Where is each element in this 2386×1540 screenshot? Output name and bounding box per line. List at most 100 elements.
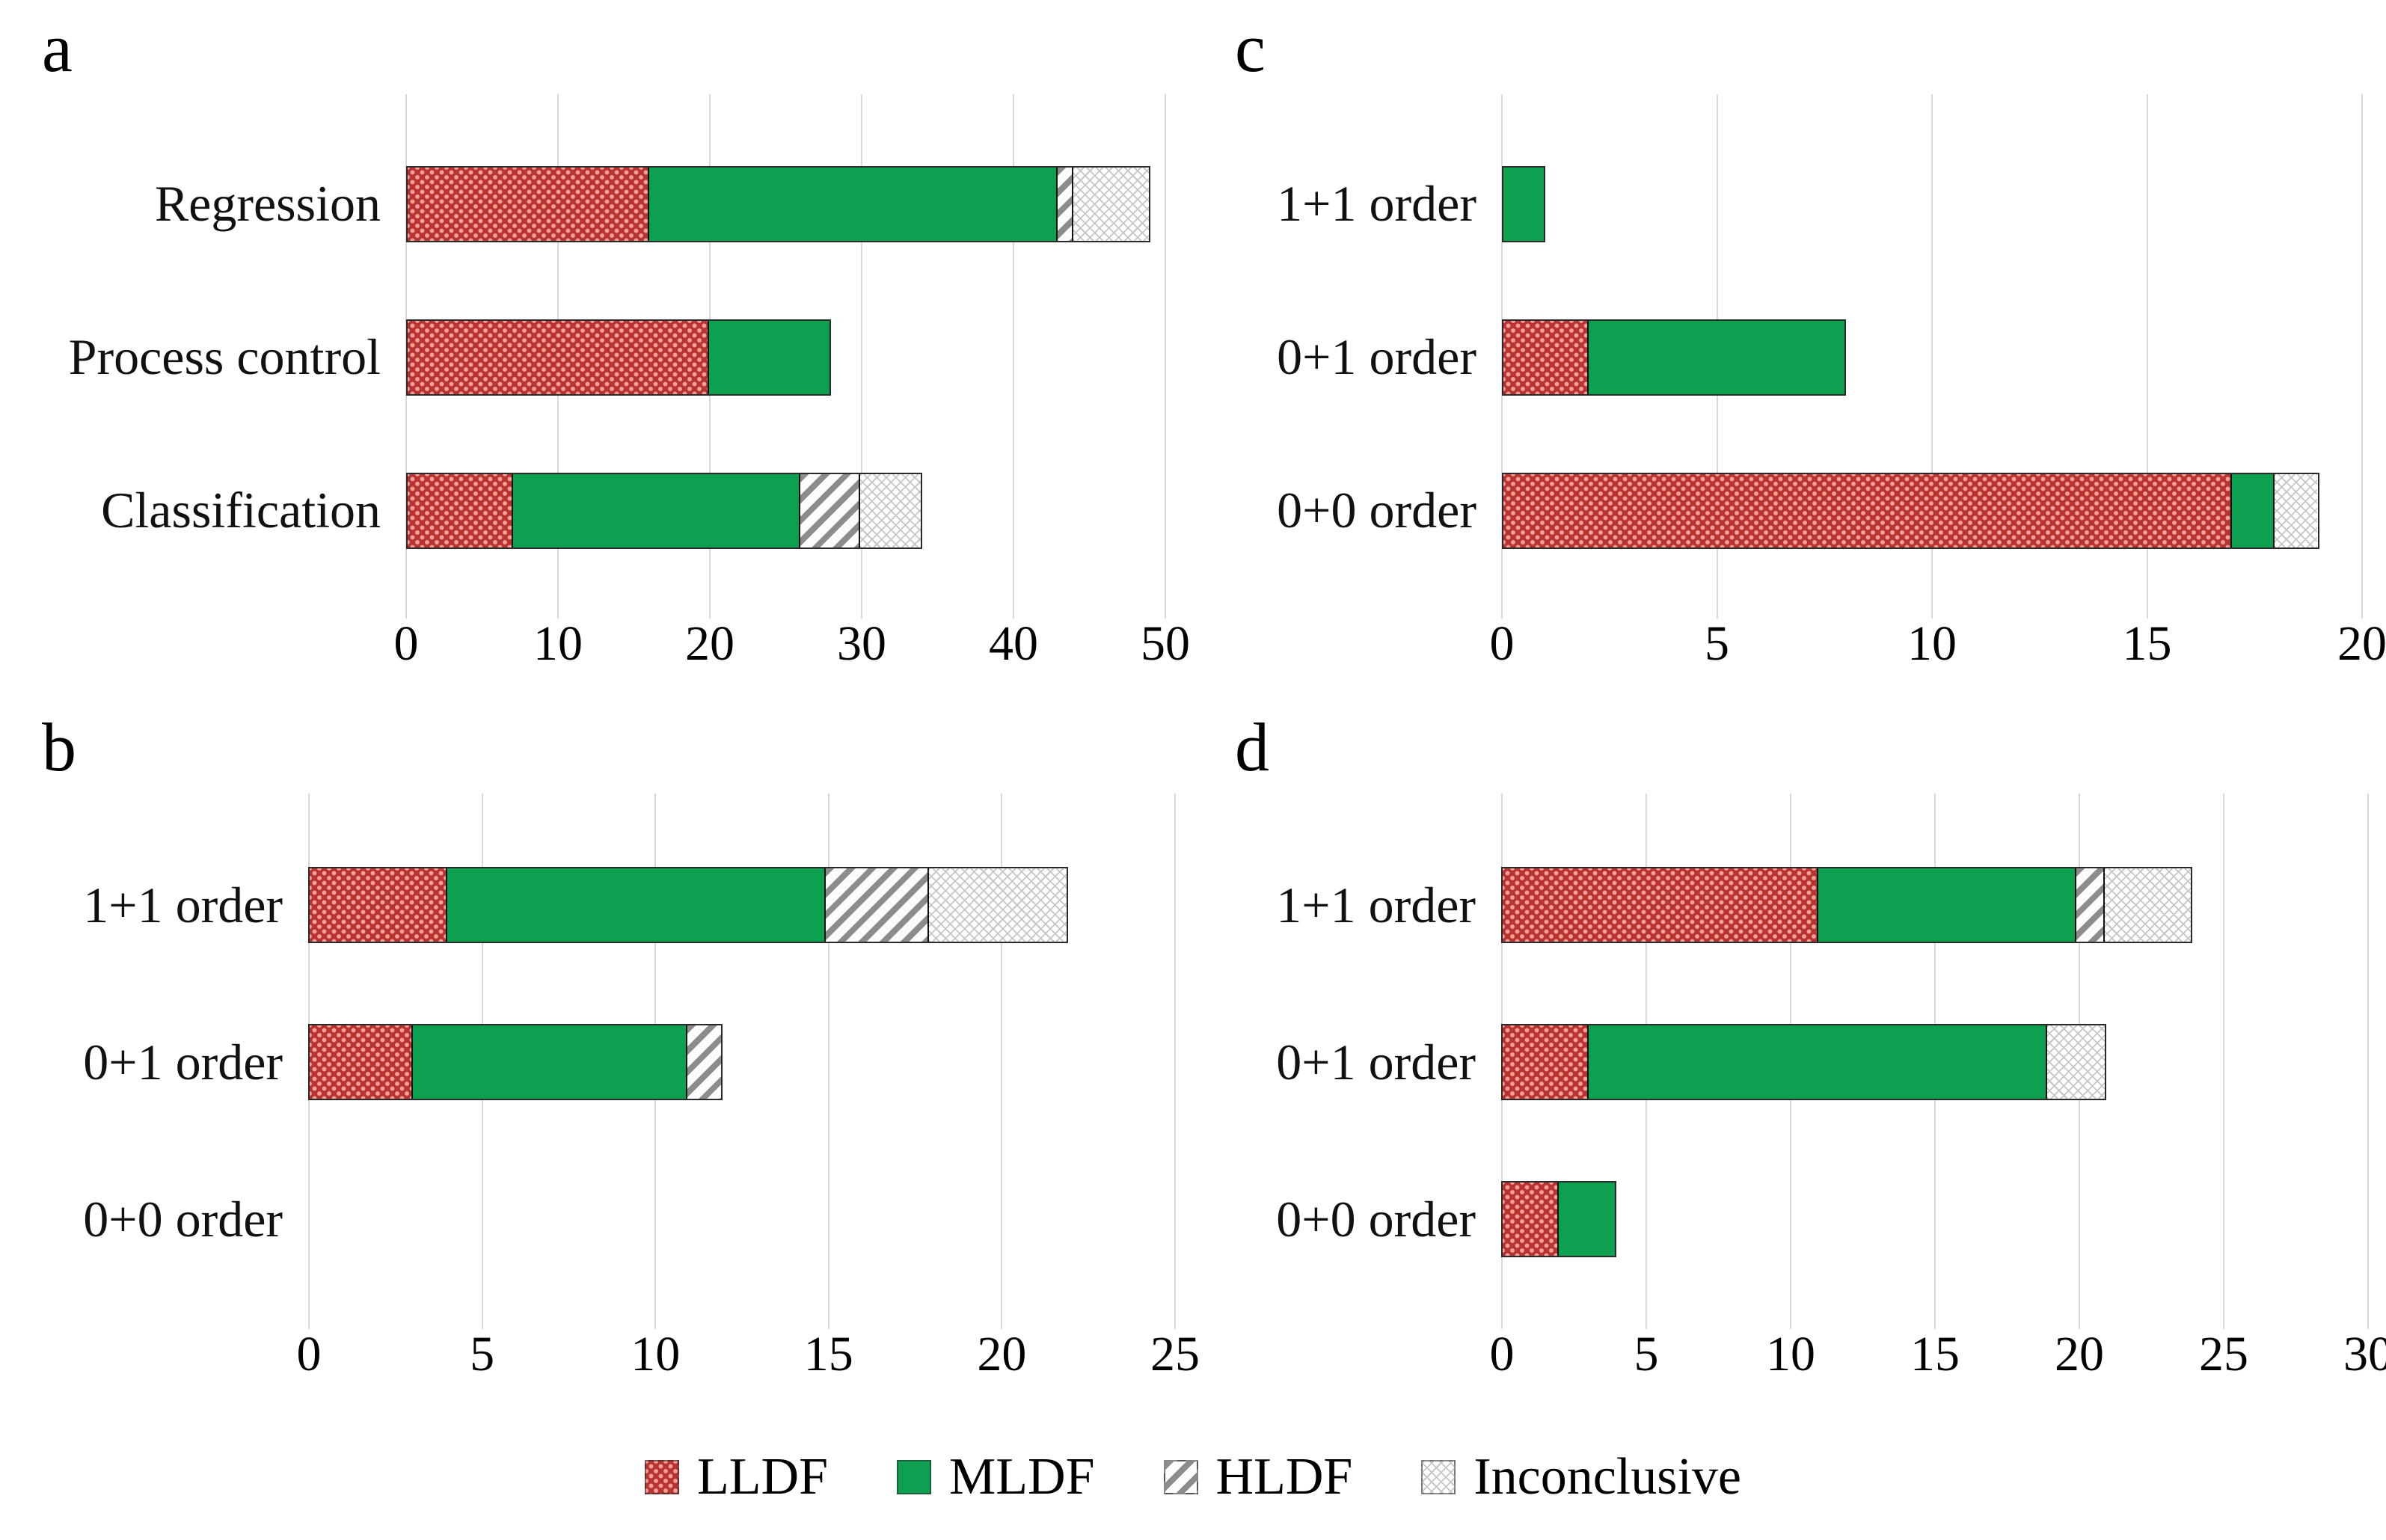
bar-row: 0+1 order: [21, 984, 1172, 1141]
bar-segment-lldf: [408, 320, 710, 394]
bar-track: [406, 434, 1165, 587]
tick-label: 0: [1489, 616, 1515, 671]
bar-track: [308, 1141, 1172, 1298]
tick-label: 25: [2199, 1327, 2248, 1381]
category-label: Process control: [68, 328, 381, 385]
bar-stack: [406, 319, 832, 396]
legend-swatch-lldf: [645, 1459, 680, 1494]
x-axis: 0 5 10 15 20 25: [297, 1320, 1200, 1402]
tick-label: 10: [1766, 1327, 1815, 1381]
bar-segment-mldf: [2231, 473, 2275, 547]
category-label: 0+1 order: [1277, 328, 1476, 385]
bar-segment-lldf: [1503, 868, 1818, 942]
legend: LLDF MLDF HLDF Inconclusive: [0, 1414, 2386, 1540]
bar-segment-mldf: [1503, 167, 1544, 241]
bar-segment-lldf: [310, 1025, 413, 1099]
category-label: 1+1 order: [1277, 175, 1476, 232]
tick-label: 0: [393, 616, 419, 671]
legend-label: Inconclusive: [1473, 1447, 1741, 1506]
plot-area: Regression Process control Classification: [21, 94, 1172, 619]
bar-segment-hldf: [2076, 868, 2105, 942]
legend-label: MLDF: [949, 1447, 1095, 1506]
bar-rows: 1+1 order 0+1 order 0+0 order: [1214, 127, 2365, 587]
bar-track: [406, 280, 1165, 434]
bar-stack: [1502, 165, 1545, 242]
legend-item: Inconclusive: [1421, 1447, 1741, 1507]
legend-label: LLDF: [697, 1447, 829, 1506]
bar-segment-mldf: [447, 868, 826, 942]
bar-segment-mldf: [412, 1025, 687, 1099]
tick-label: 50: [1141, 616, 1190, 671]
bar-segment-inconclusive: [2104, 868, 2191, 942]
bar-rows: 1+1 order 0+1 order 0+0 order: [1214, 826, 2365, 1298]
category-label: 1+1 order: [83, 876, 283, 933]
bar-row: Classification: [21, 434, 1172, 587]
bar-row: 1+1 order: [1214, 127, 2365, 280]
bar-stack: [406, 165, 1150, 242]
bar-segment-lldf: [1503, 320, 1589, 394]
bar-segment-mldf: [709, 320, 830, 394]
legend-swatch-mldf: [897, 1459, 932, 1494]
tick-label: 10: [533, 616, 583, 671]
bar-stack: [1502, 472, 2319, 549]
bar-rows: 1+1 order 0+1 order 0+0 order: [21, 826, 1172, 1298]
tick-label: 15: [2122, 616, 2172, 671]
bar-segment-lldf: [1503, 1025, 1589, 1099]
bar-track: [308, 984, 1172, 1141]
tick-label: 5: [1634, 1327, 1659, 1381]
category-label: 0+0 order: [1277, 482, 1476, 539]
bar-segment-mldf: [513, 473, 800, 547]
bar-row: 0+0 order: [21, 1141, 1172, 1298]
tick-label: 40: [989, 616, 1038, 671]
plot-area: 1+1 order 0+1 order 0+0 order: [21, 794, 1176, 1329]
bar-segment-lldf: [408, 167, 650, 241]
tick-label: 25: [1150, 1327, 1200, 1381]
plot-area: 1+1 order 0+1 order 0+0 order: [1214, 94, 2365, 619]
tick-label: 0: [1489, 1327, 1515, 1381]
category-label: 1+1 order: [1276, 876, 1476, 933]
bar-track: [406, 127, 1165, 280]
legend-label: HLDF: [1215, 1447, 1353, 1506]
legend-item: LLDF: [645, 1447, 828, 1507]
bar-track: [1501, 1141, 2365, 1298]
bar-segment-mldf: [649, 167, 1058, 241]
gridline: [2367, 794, 2369, 1329]
tick-label: 20: [977, 1327, 1027, 1381]
tick-label: 15: [803, 1327, 853, 1381]
bar-track: [1502, 434, 2362, 587]
bar-segment-mldf: [1559, 1182, 1616, 1256]
tick-label: 20: [2337, 616, 2386, 671]
bar-segment-mldf: [1589, 320, 1844, 394]
legend-swatch-inconclusive: [1421, 1459, 1456, 1494]
bar-row: Process control: [21, 280, 1172, 434]
bar-stack: [1501, 1024, 2106, 1100]
bar-segment-lldf: [1503, 473, 2232, 547]
bar-segment-inconclusive: [929, 868, 1067, 942]
bar-segment-mldf: [1818, 868, 2076, 942]
bar-track: [1502, 280, 2362, 434]
panel-letter: a: [42, 10, 73, 86]
bar-stack: [1502, 319, 1846, 396]
tick-label: 30: [2343, 1327, 2386, 1381]
category-label: 0+1 order: [83, 1033, 283, 1090]
bar-segment-inconclusive: [2275, 473, 2318, 547]
tick-label: 20: [685, 616, 734, 671]
bar-segment-hldf: [826, 868, 930, 942]
bar-row: 0+1 order: [1214, 984, 2365, 1141]
bar-track: [1501, 826, 2365, 984]
bar-segment-lldf: [408, 473, 514, 547]
bar-stack: [308, 1024, 723, 1100]
bar-segment-lldf: [1503, 1182, 1560, 1256]
tick-label: 5: [470, 1327, 495, 1381]
bar-stack: [308, 867, 1069, 943]
x-axis: 0 5 10 15 20: [1490, 610, 2386, 692]
category-label: Regression: [154, 175, 381, 232]
category-label: Classification: [101, 482, 381, 539]
bar-segment-lldf: [310, 868, 448, 942]
category-label: 0+1 order: [1276, 1033, 1476, 1090]
panel-b: b 1+1 order 0+1 order 0+0 order 0 5 10 15 20 25: [0, 699, 1200, 1414]
bar-track: [308, 826, 1172, 984]
panel-letter: c: [1235, 10, 1266, 86]
bar-segment-inconclusive: [2046, 1025, 2105, 1099]
